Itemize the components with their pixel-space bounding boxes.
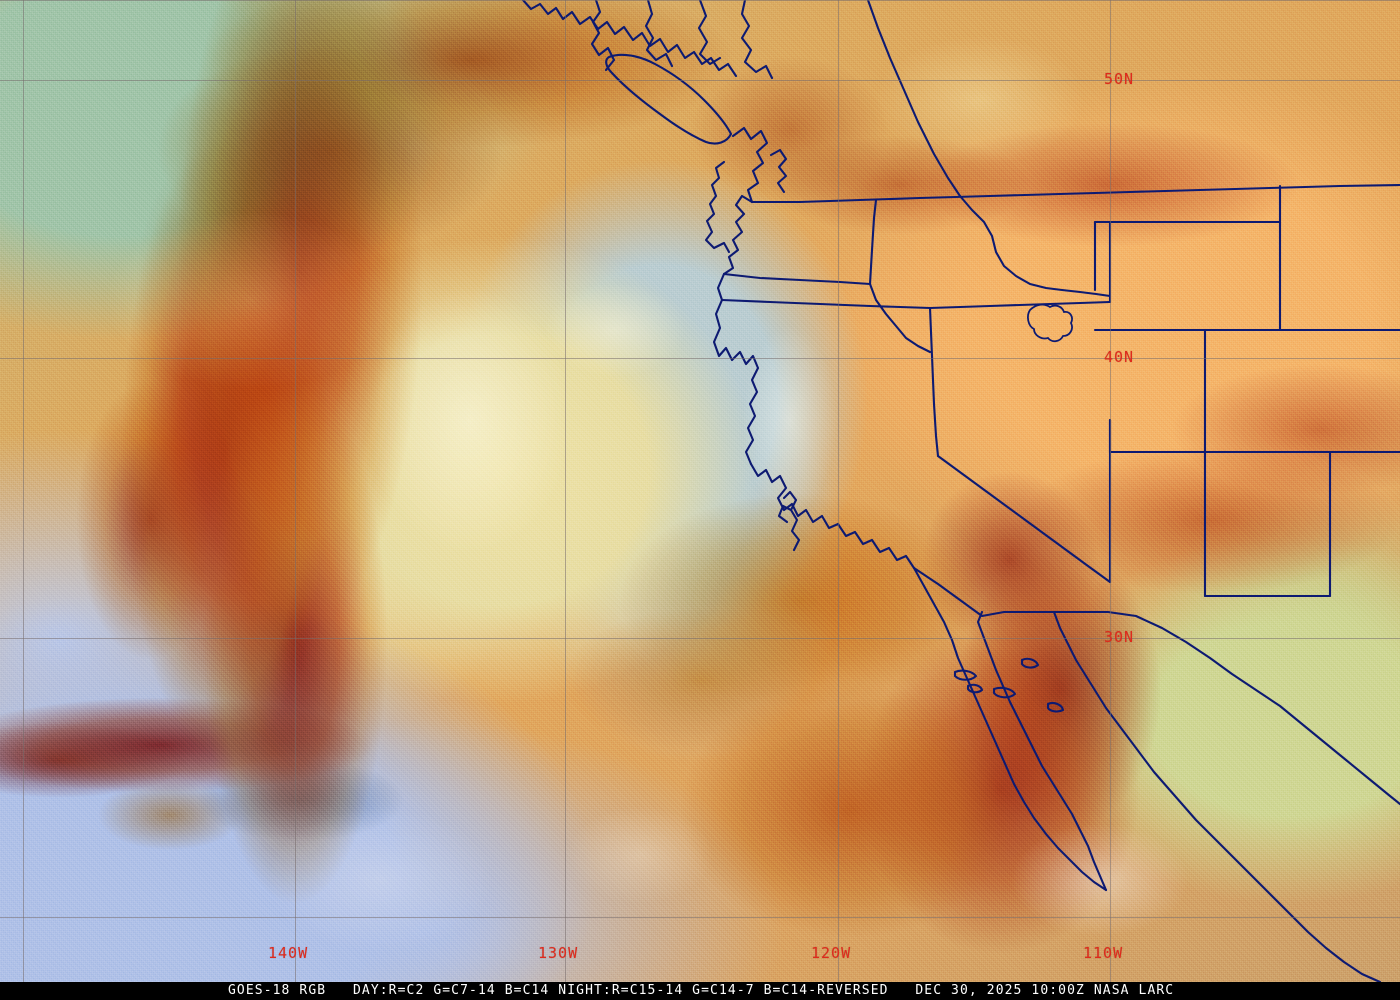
washington-idaho-border <box>868 198 878 286</box>
grid-label-40n: 40N <box>1104 348 1135 366</box>
oregon-nevada-california-border <box>720 298 932 310</box>
mainland-mexico-gulf-shore <box>1052 610 1382 984</box>
california-coast-path <box>749 462 916 570</box>
us-canada-border-path <box>750 183 1400 204</box>
gridline-lat-40n <box>0 358 1400 359</box>
idaho-montana-border <box>958 194 1112 298</box>
california-nevada-diagonal <box>936 454 1112 584</box>
grid-label-130w: 130W <box>538 944 579 962</box>
grid-label-120w: 120W <box>811 944 852 962</box>
san-francisco-bay <box>777 490 801 552</box>
strait-of-georgia-path <box>731 126 769 204</box>
gridline-lon-140w <box>295 0 296 982</box>
gridline-lat-30n <box>0 638 1400 639</box>
grid-label-110w: 110W <box>1083 944 1124 962</box>
great-salt-lake-outline <box>1027 303 1073 343</box>
gridline-lon-120w <box>838 0 839 982</box>
san-juan-islands <box>769 148 788 194</box>
us-canada-border-west-leg <box>866 0 962 198</box>
oregon-idaho-border <box>868 282 932 354</box>
caption-text: GOES-18 RGB DAY:R=C2 G=C7-14 B=C14 NIGHT… <box>228 983 1175 998</box>
grid-label-140w: 140W <box>268 944 309 962</box>
washington-oregon-coast-path <box>712 272 760 466</box>
gulf-of-california-west-shore <box>976 610 1108 892</box>
gulf-islands <box>966 657 1065 713</box>
nevada-idaho-border <box>928 300 1112 310</box>
puget-sound-path <box>722 194 754 276</box>
channel-islands-outline <box>953 669 1017 699</box>
bc-inlet-branch-a <box>590 0 616 72</box>
gridline-lon-110w <box>1110 0 1111 982</box>
grid-label-50n: 50N <box>1104 70 1135 88</box>
gridline-lat-50n <box>0 80 1400 81</box>
baja-pacific-coast-path <box>912 566 1108 892</box>
bc-inlet-branch-d <box>740 0 774 80</box>
olympic-peninsula-coast <box>704 160 731 254</box>
bc-inlet-branch-b <box>644 0 674 68</box>
caption-bar: GOES-18 RGB DAY:R=C2 G=C7-14 B=C14 NIGHT… <box>0 982 1400 1000</box>
washington-oregon-border <box>722 272 872 286</box>
vancouver-island-outline <box>605 53 733 145</box>
us-mexico-border-path <box>912 566 1400 806</box>
gridline-lat-extra-bottom <box>0 917 1400 918</box>
grid-label-30n: 30N <box>1104 628 1135 646</box>
bc-inlet-branch-c <box>697 0 722 66</box>
gridline-lon-extra-west <box>23 0 24 982</box>
british-columbia-coast-path <box>521 0 738 78</box>
gridline-lon-130w <box>565 0 566 982</box>
gridline-lat-extra-top <box>0 0 1400 1</box>
california-nevada-border <box>928 306 940 458</box>
